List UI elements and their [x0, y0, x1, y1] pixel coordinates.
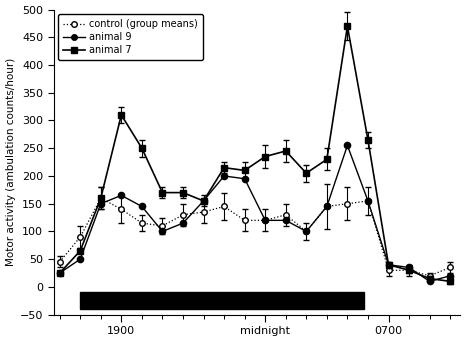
Legend: control (group means), animal 9, animal 7: control (group means), animal 9, animal … — [58, 14, 203, 60]
Bar — [80, 292, 364, 309]
Y-axis label: Motor activity (ambulation counts/hour): Motor activity (ambulation counts/hour) — [6, 58, 15, 266]
